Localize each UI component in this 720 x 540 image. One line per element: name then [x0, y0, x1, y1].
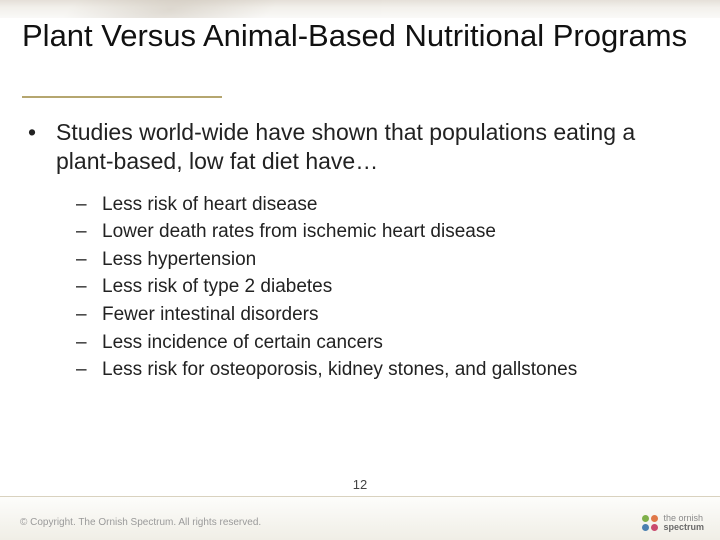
sub-bullet-marker: –: [76, 219, 102, 245]
sub-bullet-text: Less risk of heart disease: [102, 192, 317, 218]
sub-bullet-marker: –: [76, 247, 102, 273]
sub-bullet-marker: –: [76, 274, 102, 300]
sub-bullet-item: – Less risk for osteoporosis, kidney sto…: [76, 357, 696, 383]
slide-body: • Studies world-wide have shown that pop…: [28, 118, 696, 385]
sub-bullet-text: Less hypertension: [102, 247, 256, 273]
bullet-level1: • Studies world-wide have shown that pop…: [28, 118, 696, 176]
slide-footer: © Copyright. The Ornish Spectrum. All ri…: [0, 496, 720, 540]
sub-bullet-item: – Less hypertension: [76, 247, 696, 273]
slide-title: Plant Versus Animal-Based Nutritional Pr…: [22, 18, 704, 54]
sub-bullet-marker: –: [76, 302, 102, 328]
sub-bullet-text: Less risk of type 2 diabetes: [102, 274, 332, 300]
sub-bullet-item: – Lower death rates from ischemic heart …: [76, 219, 696, 245]
page-number: 12: [0, 477, 720, 492]
brand-logo: the ornish spectrum: [642, 514, 704, 532]
bullet-marker: •: [28, 118, 56, 176]
logo-line2: spectrum: [663, 523, 704, 532]
sub-bullet-item: – Less risk of type 2 diabetes: [76, 274, 696, 300]
sub-bullet-text: Less risk for osteoporosis, kidney stone…: [102, 357, 577, 383]
sub-bullet-marker: –: [76, 357, 102, 383]
sub-bullet-marker: –: [76, 330, 102, 356]
logo-text: the ornish spectrum: [663, 514, 704, 532]
sub-bullet-item: – Less incidence of certain cancers: [76, 330, 696, 356]
bullet-text: Studies world-wide have shown that popul…: [56, 118, 696, 176]
sub-bullet-item: – Fewer intestinal disorders: [76, 302, 696, 328]
sub-bullet-text: Lower death rates from ischemic heart di…: [102, 219, 496, 245]
logo-dots-icon: [642, 515, 658, 531]
sub-bullet-list: – Less risk of heart disease – Lower dea…: [76, 192, 696, 383]
sub-bullet-text: Fewer intestinal disorders: [102, 302, 318, 328]
sub-bullet-marker: –: [76, 192, 102, 218]
sub-bullet-text: Less incidence of certain cancers: [102, 330, 383, 356]
decorative-top-band: [0, 0, 720, 18]
title-underline: [22, 96, 222, 98]
sub-bullet-item: – Less risk of heart disease: [76, 192, 696, 218]
copyright-text: © Copyright. The Ornish Spectrum. All ri…: [20, 517, 261, 528]
